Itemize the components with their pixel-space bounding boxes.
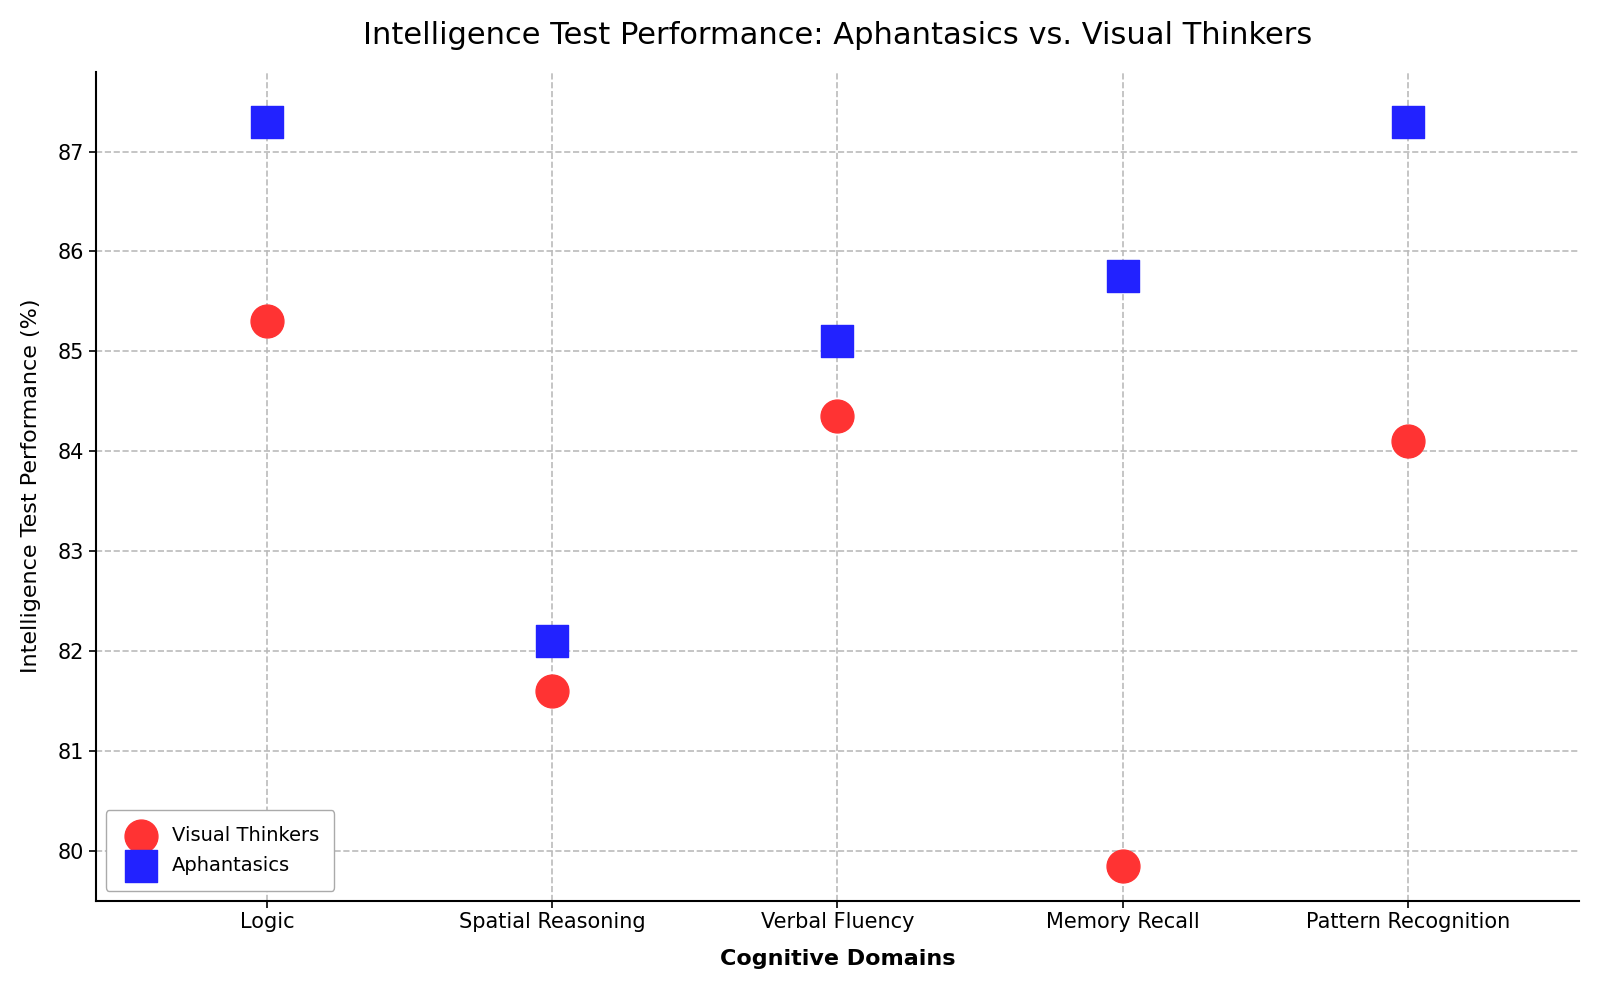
Visual Thinkers (254, 314, 280, 330)
X-axis label: Cognitive Domains: Cognitive Domains (720, 949, 955, 969)
Aphantasics (824, 334, 850, 349)
Y-axis label: Intelligence Test Performance (%): Intelligence Test Performance (%) (21, 299, 42, 673)
Aphantasics (254, 114, 280, 130)
Visual Thinkers (539, 683, 565, 699)
Visual Thinkers (1395, 434, 1421, 449)
Aphantasics (539, 633, 565, 648)
Title: Intelligence Test Performance: Aphantasics vs. Visual Thinkers: Intelligence Test Performance: Aphantasi… (363, 21, 1312, 50)
Aphantasics (1395, 114, 1421, 130)
Aphantasics (1110, 268, 1136, 284)
Visual Thinkers (1110, 857, 1136, 873)
Legend: Visual Thinkers, Aphantasics: Visual Thinkers, Aphantasics (106, 810, 334, 891)
Visual Thinkers (824, 408, 850, 424)
